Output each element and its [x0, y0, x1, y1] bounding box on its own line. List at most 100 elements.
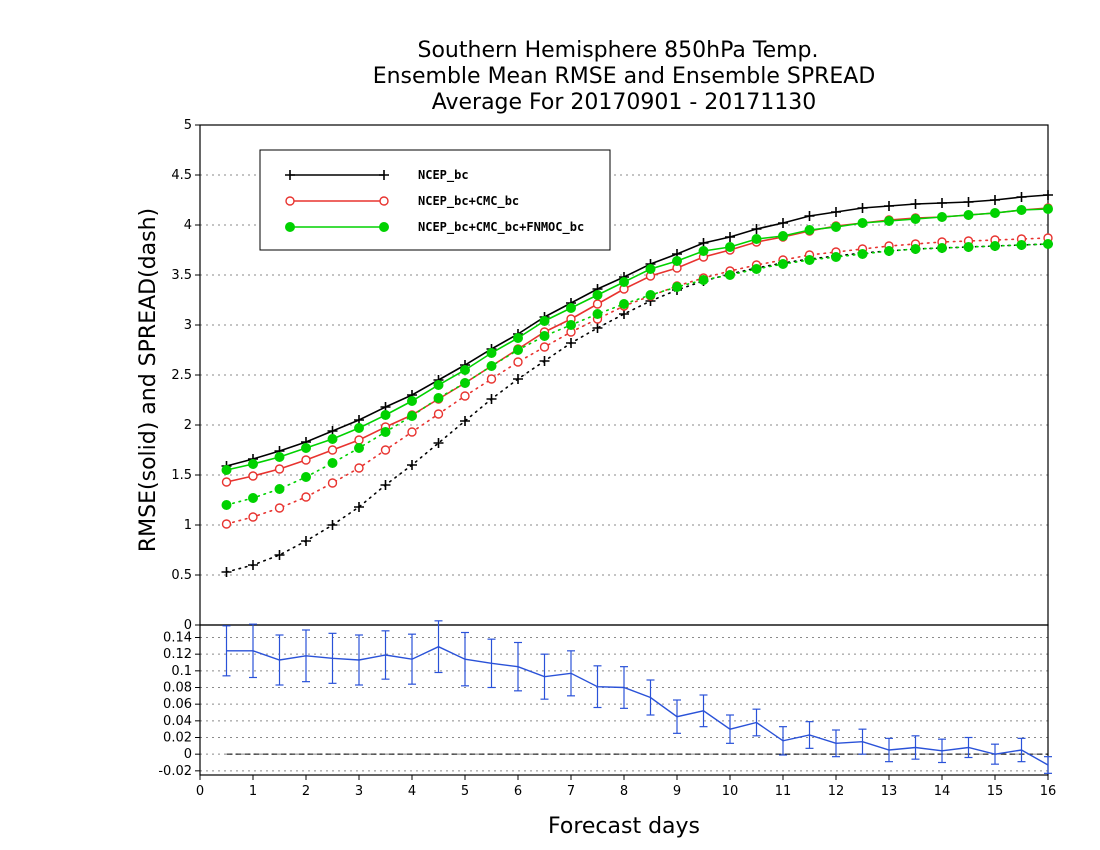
- data-point: [990, 241, 1000, 251]
- data-point: [486, 374, 497, 384]
- data-point: [274, 452, 285, 462]
- error-bar: [858, 728, 867, 755]
- data-point: [963, 242, 974, 252]
- legend-box: [259, 149, 611, 251]
- error-bar: [302, 629, 310, 683]
- data-point: [884, 246, 894, 256]
- data-point: [354, 443, 364, 453]
- x-tick-label: 14: [934, 784, 951, 799]
- data-point: [725, 242, 735, 252]
- data-point: [221, 500, 232, 510]
- y-tick-label: 5: [184, 118, 192, 133]
- data-point: [937, 243, 947, 253]
- data-point: [274, 464, 285, 474]
- error-bar: [646, 679, 655, 716]
- data-point: [937, 198, 947, 208]
- data-point: [327, 520, 338, 530]
- data-point: [539, 316, 550, 326]
- y-tick-label: 1: [184, 518, 192, 533]
- error-bar: [885, 737, 893, 763]
- error-bar: [461, 631, 469, 687]
- data-point: [884, 216, 894, 226]
- data-point: [1016, 240, 1027, 250]
- data-point: [778, 231, 788, 241]
- data-point: [725, 232, 735, 242]
- data-point: [513, 333, 523, 343]
- data-point: [513, 345, 523, 355]
- title-line-1: Southern Hemisphere 850hPa Temp.: [418, 38, 819, 63]
- error-bar: [381, 630, 390, 680]
- error-bar: [408, 633, 416, 685]
- data-point: [460, 378, 470, 388]
- series-line: [225, 243, 1049, 573]
- y-tick-label: 0.12: [163, 647, 192, 662]
- data-point: [513, 357, 523, 367]
- y-tick-label: 4.5: [171, 168, 192, 183]
- data-point: [301, 472, 311, 482]
- data-point: [910, 199, 921, 209]
- x-tick-label: 3: [355, 784, 363, 799]
- error-bar: [355, 634, 363, 686]
- y-tick-label: 0: [184, 747, 192, 762]
- series-spread-1: [221, 233, 1053, 529]
- x-tick-label: 15: [987, 784, 1004, 799]
- data-point: [486, 361, 497, 371]
- chart-title: Southern Hemisphere 850hPa Temp. Ensembl…: [373, 38, 876, 115]
- data-point: [407, 460, 417, 470]
- x-tick-label: 13: [881, 784, 898, 799]
- data-point: [1043, 190, 1053, 200]
- data-point: [566, 338, 576, 348]
- data-point: [407, 427, 417, 437]
- data-point: [248, 560, 258, 570]
- data-point: [433, 380, 444, 390]
- data-point: [831, 207, 841, 217]
- series-rmse-2: [221, 204, 1053, 475]
- y-tick-label: -0.02: [158, 764, 192, 779]
- data-point: [751, 234, 762, 244]
- data-point: [380, 480, 391, 490]
- data-point: [619, 299, 629, 309]
- data-point: [221, 477, 232, 487]
- data-point: [380, 410, 391, 420]
- legend-entry: NCEP_bc: [285, 168, 469, 183]
- data-point: [380, 445, 391, 455]
- error-bar: [328, 632, 337, 684]
- error-bar: [752, 708, 761, 737]
- error-bar: [779, 726, 787, 756]
- data-point: [804, 255, 815, 265]
- data-point: [274, 550, 285, 560]
- y-tick-label: 0.06: [163, 697, 192, 712]
- y-tick-label: 2.5: [171, 368, 192, 383]
- data-point: [963, 197, 974, 207]
- y-tick-label: 0: [184, 618, 192, 633]
- data-point: [725, 270, 735, 280]
- difference-line: [226, 645, 1049, 766]
- x-axis-label: Forecast days: [548, 814, 700, 839]
- y-tick-label: 3: [184, 318, 192, 333]
- data-point: [301, 536, 311, 546]
- x-tick-label: 4: [408, 784, 416, 799]
- error-bar: [514, 641, 522, 692]
- error-bar: [991, 743, 999, 765]
- data-point: [274, 484, 285, 494]
- legend-label: NCEP_bc+CMC_bc: [418, 194, 519, 209]
- error-bar: [673, 699, 681, 734]
- data-point: [539, 331, 550, 341]
- data-point: [513, 374, 523, 384]
- error-bar: [938, 738, 946, 764]
- x-tick-label: 7: [567, 784, 575, 799]
- x-tick-label: 6: [514, 784, 522, 799]
- error-bar: [805, 721, 814, 749]
- y-tick-label: 0.14: [163, 631, 192, 646]
- data-point: [831, 252, 841, 262]
- data-point: [592, 323, 603, 333]
- x-tick-label: 5: [461, 784, 469, 799]
- x-tick-label: 2: [302, 784, 310, 799]
- x-tick-label: 11: [775, 784, 792, 799]
- data-point: [486, 394, 497, 404]
- data-point: [1016, 205, 1027, 215]
- data-point: [221, 519, 232, 529]
- y-tick-label: 0.02: [163, 731, 192, 746]
- data-point: [486, 348, 497, 358]
